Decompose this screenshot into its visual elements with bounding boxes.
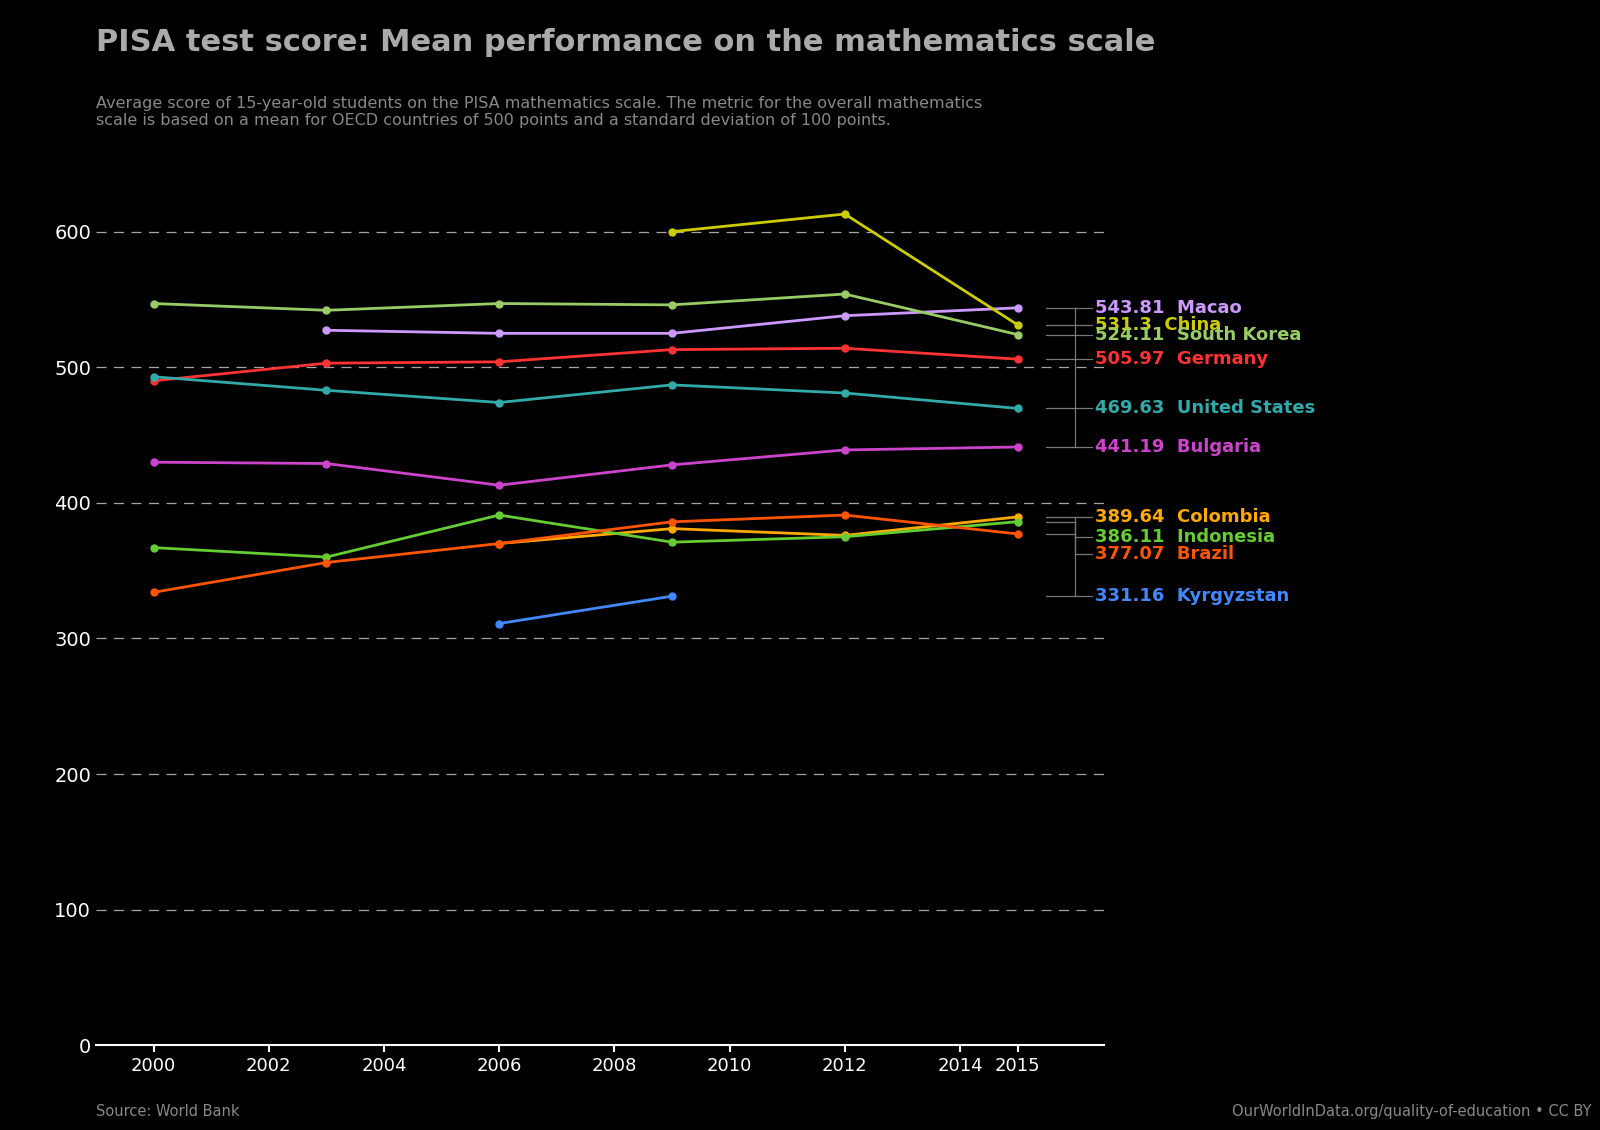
Text: 441.19  Bulgaria: 441.19 Bulgaria <box>1096 438 1261 457</box>
Text: Average score of 15-year-old students on the PISA mathematics scale. The metric : Average score of 15-year-old students on… <box>96 96 982 129</box>
Text: 377.07  Brazil: 377.07 Brazil <box>1096 546 1235 564</box>
Text: 331.16  Kyrgyzstan: 331.16 Kyrgyzstan <box>1096 588 1290 606</box>
Text: 505.97  Germany: 505.97 Germany <box>1096 350 1269 368</box>
Text: 389.64  Colombia: 389.64 Colombia <box>1096 507 1270 525</box>
Text: 531.3  China: 531.3 China <box>1096 315 1222 333</box>
Text: 524.11  South Korea: 524.11 South Korea <box>1096 325 1302 344</box>
Text: OurWorldInData.org/quality-of-education • CC BY: OurWorldInData.org/quality-of-education … <box>1232 1104 1592 1120</box>
Text: 386.11  Indonesia: 386.11 Indonesia <box>1096 528 1275 546</box>
Text: PISA test score: Mean performance on the mathematics scale: PISA test score: Mean performance on the… <box>96 28 1155 58</box>
Text: 469.63  United States: 469.63 United States <box>1096 399 1315 417</box>
Text: Source: World Bank: Source: World Bank <box>96 1104 240 1120</box>
Text: 543.81  Macao: 543.81 Macao <box>1096 298 1242 316</box>
